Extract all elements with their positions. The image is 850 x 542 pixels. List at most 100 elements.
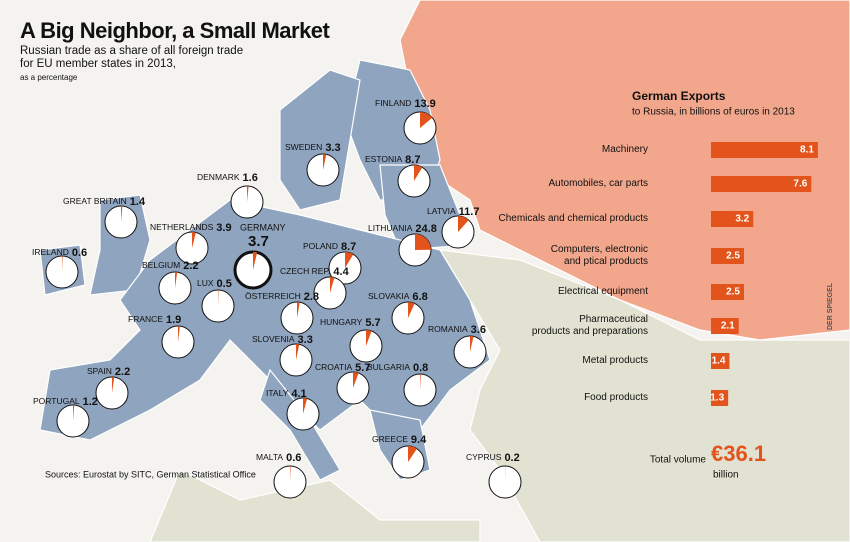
pie-slice: [408, 446, 417, 462]
bar: [711, 353, 730, 369]
bar: [711, 318, 739, 334]
pie-slice: [408, 302, 415, 318]
bar-value: 3.2: [735, 214, 749, 225]
country-name: CYPRUS: [466, 452, 502, 462]
source: Sources: Eurostat by SITC, German Statis…: [45, 469, 256, 479]
bar-label: Food products: [584, 392, 648, 403]
pie-slice: [353, 372, 359, 388]
country-label: SLOVAKIA 6.8: [368, 291, 428, 303]
country-label: IRELAND 0.6: [32, 247, 87, 259]
bar-label: Pharmaceutical products and preparations: [531, 314, 648, 337]
country-value: 2.2: [183, 260, 198, 272]
pie-slice: [414, 165, 423, 181]
bar-value: 7.6: [793, 179, 807, 190]
pie-slice: [62, 256, 63, 272]
credit: DER SPIEGEL: [827, 282, 834, 330]
country-name: BELGIUM: [142, 260, 180, 270]
total-amount: €36.1: [711, 441, 766, 466]
country-label: DENMARK 1.6: [197, 172, 258, 184]
country-label: LUX 0.5: [197, 278, 232, 290]
pie-slice: [178, 326, 180, 342]
country-label: ESTONIA 8.7: [365, 154, 420, 166]
pie-slice: [290, 466, 291, 482]
country-label: CYPRUS 0.2: [466, 452, 520, 464]
country-value: 4.1: [291, 388, 306, 400]
bar-value: 8.1: [800, 145, 814, 156]
pie-slice: [420, 374, 421, 390]
country-value: 3.9: [216, 222, 231, 234]
country-value: 8.7: [341, 241, 356, 253]
country-name: GREECE: [372, 434, 408, 444]
country-value: 3.3: [325, 142, 340, 154]
pie-slice: [366, 330, 372, 346]
bar-value: 1.3: [710, 393, 724, 404]
country-name: HUNGARY: [320, 317, 363, 327]
country-label: CZECH REP. 4.4: [280, 266, 350, 278]
country-label: BELGIUM 2.2: [142, 260, 199, 272]
bar: [711, 284, 744, 300]
country-value: 13.9: [414, 98, 435, 110]
country-label: LITHUANIA 24.8: [368, 223, 437, 235]
pie-slice: [112, 377, 115, 393]
pie-slice: [297, 302, 300, 318]
country-label: PORTUGAL 1.2: [33, 396, 98, 408]
country-value: 5.7: [355, 362, 370, 374]
bar: [711, 390, 729, 406]
country-value: 0.8: [413, 362, 428, 374]
country-name: SPAIN: [87, 366, 112, 376]
country-value: 0.2: [504, 452, 519, 464]
country-value: 1.6: [243, 172, 258, 184]
country-value: 9.4: [411, 434, 427, 446]
pie-slice: [175, 272, 178, 288]
country-name: POLAND: [303, 241, 338, 251]
country-label: HUNGARY 5.7: [320, 317, 381, 329]
country-value: 1.4: [130, 196, 146, 208]
country-name: DENMARK: [197, 172, 240, 182]
total-unit: billion: [713, 470, 739, 481]
exports-title: German Exports: [632, 89, 726, 103]
country-name: FRANCE: [128, 314, 163, 324]
country-value: 1.9: [166, 314, 181, 326]
country-label: SPAIN 2.2: [87, 366, 130, 378]
country-name: ÖSTERREICH: [245, 291, 301, 301]
country-name: NETHERLANDS: [150, 222, 214, 232]
pie-slice: [121, 206, 123, 222]
pie-slice: [345, 252, 354, 268]
pie-slice: [420, 112, 433, 128]
bar-label: Electrical equipment: [557, 286, 648, 297]
country-label: NETHERLANDS 3.9: [150, 222, 232, 234]
pie-slice: [218, 290, 219, 306]
country-value: 24.8: [415, 223, 436, 235]
country-value: 3.7: [248, 233, 269, 250]
pie-slice: [470, 336, 474, 352]
bar-value: 2.5: [726, 287, 740, 298]
country-label: BULGARIA 0.8: [367, 362, 428, 374]
bar: [711, 211, 754, 227]
pie-slice: [415, 234, 431, 250]
pie-slice: [73, 405, 75, 421]
bar-value: 2.1: [721, 321, 735, 332]
exports-subtitle: to Russia, in billions of euros in 2013: [632, 107, 795, 118]
country-value: 2.8: [304, 291, 319, 303]
country-value: 6.8: [412, 291, 427, 303]
country-label: ÖSTERREICH 2.8: [245, 291, 319, 303]
country-label: FINLAND 13.9: [375, 98, 436, 110]
country-name: SWEDEN: [285, 142, 322, 152]
country-name: GREAT BRITAIN: [63, 196, 127, 206]
bar-label: Computers, electronic and ptical product…: [550, 244, 648, 267]
country-value: 5.7: [365, 317, 380, 329]
country-name: PORTUGAL: [33, 396, 80, 406]
bar: [711, 142, 818, 158]
pie-slice: [303, 398, 308, 414]
country-value: 0.5: [217, 278, 232, 290]
total-label: Total volume: [650, 455, 707, 466]
bar-label: Machinery: [601, 144, 648, 155]
pie-slice: [458, 216, 469, 232]
country-name: ITALY: [266, 388, 289, 398]
country-label: SWEDEN 3.3: [285, 142, 341, 154]
country-name: LITHUANIA: [368, 223, 413, 233]
country-label: GREECE 9.4: [372, 434, 427, 446]
bar-value: 2.5: [726, 251, 740, 262]
country-name: GERMANY: [240, 222, 286, 232]
